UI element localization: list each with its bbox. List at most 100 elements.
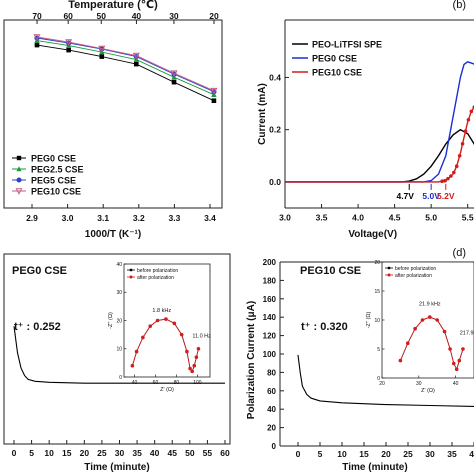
panel-b-point (463, 129, 468, 134)
panel-b-x-axis-label: Voltage(V) (348, 229, 397, 240)
panel-c-inset-annotation: 11.0 Hz (192, 333, 211, 339)
panel-c-inset-legend-label: before polarization (137, 268, 178, 274)
panel-c-inset-point (194, 355, 199, 360)
panel-b-series-line (285, 61, 474, 183)
panel-c-inset-x-tick-label: 100 (193, 380, 202, 386)
panel-c-inset-point (172, 321, 177, 326)
panel-c-inset-y-tick-label: 20 (116, 318, 122, 324)
panel-a-legend-marker (16, 166, 22, 172)
panel-d-inset-y-tick-label: 0 (377, 376, 380, 382)
panel-c-x-tick-label: 45 (168, 448, 178, 458)
panel-c-inset-point (141, 335, 145, 340)
panel-b-point (454, 164, 459, 169)
panel-a-legend-label: PEG2.5 CSE (31, 165, 84, 175)
panel-d-title: PEG10 CSE (300, 265, 361, 277)
panel-label-b: (b) (453, 0, 466, 11)
panel-d-inset-y-tick-label: 5 (377, 347, 380, 353)
panel-a-top-tick-label: 30 (169, 11, 179, 21)
panel-c-frame (3, 253, 231, 445)
panel-c-inset-point (185, 349, 189, 354)
panel-a-series-line (36, 37, 215, 93)
panel-c-inset-legend-marker (129, 268, 133, 272)
panel-d-inset-legend-marker (387, 266, 391, 270)
panel-d-y-tick-label: 140 (263, 313, 277, 322)
panel-a-top-tick-label: 40 (132, 11, 142, 21)
panel-a-point (65, 39, 73, 47)
panel-a-point (99, 54, 105, 59)
panel-d-x-tick-label: 15 (359, 449, 369, 459)
panel-c-inset-x-tick-label: 40 (132, 380, 138, 386)
panel-c-x-tick-label: 25 (97, 448, 107, 458)
panel-b-x-tick-label: 5.5 (462, 213, 474, 223)
panel-d-y-tick-label: 180 (263, 276, 277, 285)
panel-d-inset-point (442, 329, 447, 334)
panel-d-inset-point (420, 318, 425, 322)
panel-c-x-tick-label: 15 (62, 448, 72, 458)
panel-c-x-tick-label: 30 (115, 448, 125, 458)
panel-d-y-tick-label: 40 (267, 405, 276, 414)
panel-d-x-tick-label: 30 (425, 449, 435, 459)
panel-b-point (460, 141, 465, 146)
panel-d-y-tick-label: 60 (267, 387, 276, 396)
panel-c-current-curve (13, 326, 225, 384)
panel-c-inset-point (188, 366, 192, 371)
panel-a-point (66, 47, 71, 53)
panel-d-inset-annotation: 217.9 (460, 331, 474, 337)
panel-a-point (211, 98, 217, 104)
panel-d-inset-y-tick-label: 10 (374, 318, 380, 324)
panel-c-x-tick-label: 0 (12, 448, 17, 458)
panel-a-legend-marker (15, 188, 23, 195)
panel-b-y-tick-label: 0.4 (269, 72, 281, 82)
panel-b-y-axis-label: Current (mA) (257, 83, 268, 145)
panel-d-inset-point (448, 347, 452, 351)
panel-c-x-tick-label: 35 (132, 448, 142, 458)
panel-b-point (446, 176, 450, 181)
panel-c-inset-point (164, 317, 168, 321)
panel-d-x-tick-label: 5 (318, 449, 323, 459)
panel-b-legend-label: PEG10 CSE (312, 68, 362, 78)
panel-d-inset-point (398, 358, 403, 363)
panel-b-x-tick-label: 3.5 (316, 213, 328, 223)
panel-c-x-tick-label: 60 (220, 448, 230, 458)
panel-d-inset-point (405, 341, 410, 346)
panel-b-x-tick-label: 4.5 (389, 213, 401, 223)
panel-c-inset-point (179, 332, 184, 337)
panel-a-x-tick-label: 3.4 (204, 213, 216, 223)
panel-c-inset-y-tick-label: 0 (119, 375, 122, 381)
panel-a-point (34, 42, 40, 48)
panel-a-top-tick-label: 20 (209, 11, 219, 21)
panel-c-inset-x-tick-label: 60 (153, 380, 159, 386)
panel-c-x-axis-label: Time (minute) (84, 462, 149, 473)
panel-d-y-tick-label: 0 (272, 442, 277, 451)
panel-c-inset-point (148, 324, 153, 328)
panel-d-inset-annotation: 21.9 kHz (419, 302, 441, 308)
panel-b-point (469, 109, 474, 114)
panel-b-y-tick-label: 0.2 (269, 125, 281, 135)
panel-d-inset-x-tick-label: 40 (453, 381, 459, 387)
panel-c-inset-x-axis-label: Z' (Ω) (160, 387, 174, 393)
panel-a-x-tick-label: 3.0 (62, 213, 74, 223)
panel-d-current-curve (297, 354, 474, 407)
panel-b-x-tick-label: 4.0 (352, 213, 364, 223)
panel-b-legend-label: PEG0 CSE (312, 54, 357, 64)
panel-d-inset-point (435, 318, 440, 322)
panel-b-annotation: 4.7V (396, 191, 414, 201)
panel-a-top-tick-label: 50 (97, 11, 107, 21)
panel-d-inset-x-axis-label: Z' (Ω) (421, 388, 435, 394)
panel-c-inset-x-tick-label: 80 (174, 380, 180, 386)
panel-c-x-tick-label: 40 (150, 448, 160, 458)
panel-d-inset-legend-label: after polarization (395, 273, 432, 279)
panel-c-x-tick-label: 50 (185, 448, 195, 458)
panel-c-inset-point (192, 363, 197, 368)
panel-d-y-tick-label: 20 (267, 424, 276, 433)
panel-c-inset-point (130, 363, 135, 368)
panel-d-inset-y-axis-label: -Z'' (Ω) (366, 312, 372, 329)
panel-d-inset-point (457, 358, 462, 363)
panel-a-point (170, 70, 178, 78)
panel-b-point (443, 178, 447, 183)
panel-c-x-tick-label: 10 (44, 448, 54, 458)
panel-a-top-axis-label: Temperature (℃) (68, 0, 158, 11)
panel-d-transference-label: t⁺ : 0.320 (301, 321, 348, 333)
panel-d-x-axis-label: Time (minute) (342, 462, 407, 473)
